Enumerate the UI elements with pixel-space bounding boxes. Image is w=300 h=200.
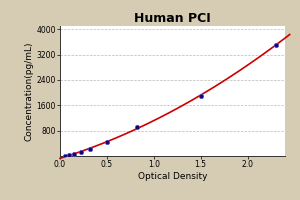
Y-axis label: Concentration(pg/mL): Concentration(pg/mL): [25, 41, 34, 141]
Point: [67, 154, 72, 157]
Point: [104, 140, 109, 143]
Point: [62, 154, 67, 158]
Point: [273, 43, 278, 47]
Title: Human PCI: Human PCI: [134, 12, 211, 25]
Point: [134, 126, 139, 129]
Point: [72, 152, 76, 156]
Point: [198, 94, 203, 97]
Point: [78, 151, 83, 154]
Point: [88, 147, 92, 151]
X-axis label: Optical Density: Optical Density: [138, 172, 207, 181]
